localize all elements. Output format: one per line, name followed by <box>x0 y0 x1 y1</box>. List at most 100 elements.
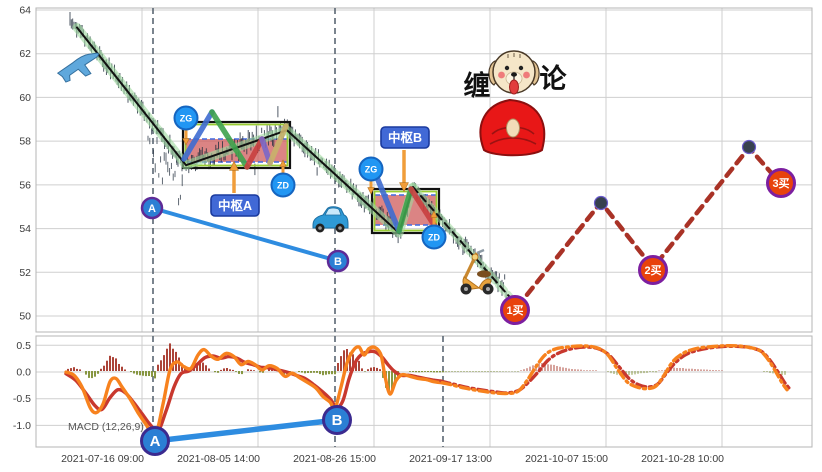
zigzag-stroke <box>396 186 414 234</box>
zg-marker <box>358 156 384 182</box>
pivot-label-box <box>380 126 430 149</box>
price-y-tick-label: 50 <box>19 311 31 323</box>
car-icon <box>312 206 349 233</box>
x-tick-label: 2021-09-17 13:00 <box>409 453 492 465</box>
macd-panel-border <box>35 335 813 448</box>
price-y-tick-label: 62 <box>19 48 31 60</box>
dog-tongue <box>509 79 519 95</box>
price-divergence-marker <box>140 196 164 220</box>
macd-params-label: MACD (12,26,9) <box>68 421 144 433</box>
arrow-head <box>367 187 375 195</box>
scooter-headlight <box>471 253 479 261</box>
car-hub <box>338 226 342 230</box>
arrow-head <box>430 210 438 218</box>
price-y-tick-label: 58 <box>19 136 31 148</box>
zigzag-stroke <box>244 136 265 170</box>
pivot-zigzag-strokes <box>181 109 439 234</box>
buy-point-label: 2买 <box>644 264 661 277</box>
praying-hands <box>506 118 520 138</box>
decorative-art: 缠论 <box>56 50 568 295</box>
macd-dif-line <box>64 345 444 439</box>
macd-divergence-marker <box>322 405 352 435</box>
x-tick-label: 2021-10-07 15:00 <box>525 453 608 465</box>
annotations: A B 1买 2买 3买 ZG ZD 中枢A ZG ZD 中枢B <box>140 105 796 325</box>
price-y-tick-label: 64 <box>19 5 31 17</box>
dog-eye <box>504 65 510 71</box>
x-tick-label: 2021-08-26 15:00 <box>293 453 376 465</box>
pivot-box-inner <box>184 123 289 167</box>
macd-panel: AB <box>64 343 791 456</box>
macd-y-tick-label: 0.5 <box>16 340 31 352</box>
macd-y-tick-label: 0.0 <box>16 367 31 379</box>
zd-marker-label: ZD <box>428 233 440 243</box>
dog-nose <box>511 72 517 77</box>
trend-line-dashed <box>412 186 512 300</box>
arrow-head <box>279 159 287 167</box>
car-hub <box>318 226 322 230</box>
price-y-tick-label: 56 <box>19 179 31 191</box>
price-y-tick-label: 54 <box>19 223 31 235</box>
zd-marker-label: ZD <box>277 181 289 191</box>
projection-peak-dot <box>741 139 757 155</box>
macd-divergence-line <box>152 417 340 444</box>
chanlun-text-left: 缠 <box>464 70 491 101</box>
zigzag-stroke <box>267 123 289 166</box>
zigzag-stroke <box>408 186 439 231</box>
zigzag-stroke <box>209 109 250 170</box>
chanlun-text-right: 论 <box>540 64 568 94</box>
dog-cheek <box>498 71 505 79</box>
price-y-tick-label: 60 <box>19 92 31 104</box>
scooter-seat <box>477 270 491 278</box>
buy-point-label: 3买 <box>772 177 789 190</box>
airplane-icon <box>56 52 99 83</box>
price-divergence-line <box>150 206 340 263</box>
axis-labels: 64 62 60 58 56 54 52 50 0.5 0.0 -0.5 -1.0 2021-07-16… <box>13 5 724 466</box>
zd-marker <box>421 224 447 250</box>
price-divergence-marker-label: B <box>334 256 342 268</box>
x-tick-label: 2021-10-28 10:00 <box>641 453 724 465</box>
macd-dea-projection <box>439 344 791 395</box>
buy-point-marker <box>766 168 796 198</box>
scooter-icon <box>460 248 494 295</box>
zg-marker-label: ZG <box>180 114 193 124</box>
scooter-hub <box>486 287 490 291</box>
price-divergence-marker <box>326 249 350 273</box>
scooter-handlebar <box>476 248 485 255</box>
buy-point-marker <box>638 255 668 285</box>
arrow-head <box>399 182 409 193</box>
price-divergence-marker-label: A <box>148 203 156 215</box>
projection-peak-dot <box>593 195 609 211</box>
zigzag-stroke <box>259 136 273 166</box>
chanlun-monk-dog <box>479 50 546 157</box>
car-window <box>324 207 342 216</box>
pivot-label-text: 中枢A <box>218 198 252 213</box>
arrow-head <box>229 160 239 171</box>
x-tick-label: 2021-07-16 09:00 <box>61 453 144 465</box>
arrow-head <box>182 138 190 146</box>
main-panel-border <box>35 7 813 333</box>
macd-divergence-marker-label: B <box>332 412 343 429</box>
pivot-label-text: 中枢B <box>388 130 422 145</box>
dog-eye <box>518 65 524 71</box>
macd-y-tick-label: -0.5 <box>13 393 31 405</box>
scooter-hub <box>464 287 468 291</box>
buy-point-label: 1买 <box>506 304 523 317</box>
macd-y-tick-label: -1.0 <box>13 420 31 432</box>
zg-marker-label: ZG <box>365 165 378 175</box>
buy-point-marker <box>500 295 530 325</box>
forehead-marks <box>507 53 521 58</box>
macd-divergence-marker <box>140 426 170 456</box>
zd-marker <box>270 172 296 198</box>
pivot-label-box <box>210 194 260 217</box>
airplane-shape <box>56 52 99 83</box>
macd-divergence-marker-label: A <box>150 433 161 450</box>
zigzag-stroke <box>181 109 215 162</box>
x-tick-label: 2021-08-05 14:00 <box>177 453 260 465</box>
zg-marker <box>173 105 199 131</box>
price-y-tick-label: 52 <box>19 267 31 279</box>
dog-cheek <box>523 71 530 79</box>
zigzag-stroke <box>373 172 402 234</box>
macd-dif-projection <box>440 344 789 396</box>
